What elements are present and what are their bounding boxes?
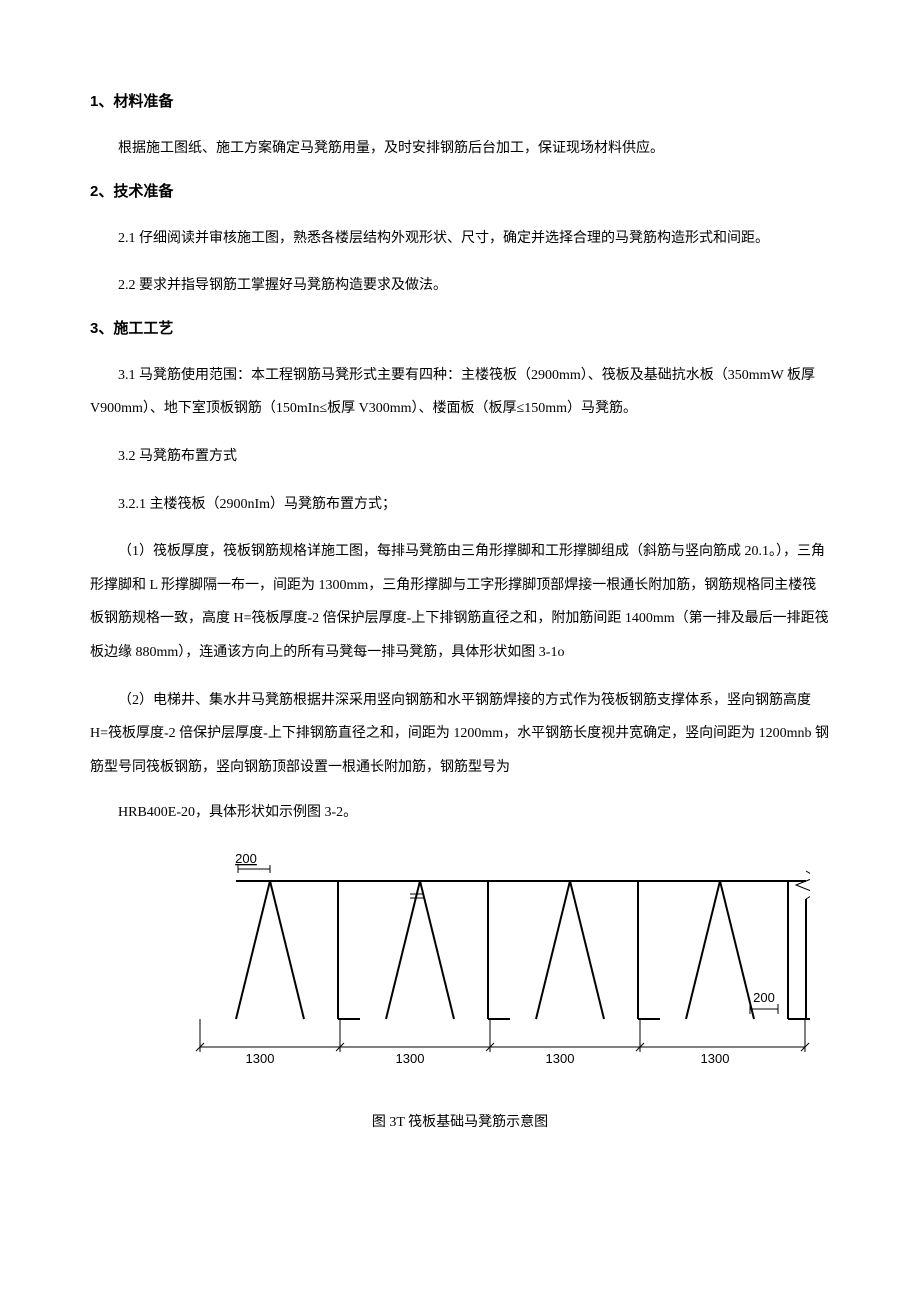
svg-text:1300: 1300 bbox=[396, 1051, 425, 1066]
s3-paragraph-4: （1）筏板厚度，筏板钢筋规格详施工图，每排马凳筋由三角形撑脚和工形撑脚组成（斜筋… bbox=[90, 535, 830, 669]
svg-text:1300: 1300 bbox=[546, 1051, 575, 1066]
s1-paragraph-1: 根据施工图纸、施工方案确定马凳筋用量，及时安排钢筋后台加工，保证现场材料供应。 bbox=[90, 132, 830, 166]
svg-text:200: 200 bbox=[753, 990, 775, 1005]
s3-paragraph-5: （2）电梯井、集水井马凳筋根据井深采用竖向钢筋和水平钢筋焊接的方式作为筏板钢筋支… bbox=[90, 684, 830, 785]
svg-text:1300: 1300 bbox=[246, 1051, 275, 1066]
heading-construction: 3、施工工艺 bbox=[90, 317, 830, 341]
s3-paragraph-1: 3.1 马凳筋使用范围：本工程钢筋马凳形式主要有四种：主楼筏板（2900mm）、… bbox=[90, 359, 830, 426]
s3-paragraph-6: HRB400E-20，具体形状如示例图 3-2。 bbox=[90, 798, 830, 829]
svg-text:1300: 1300 bbox=[701, 1051, 730, 1066]
svg-text:200: 200 bbox=[235, 851, 257, 866]
s3-paragraph-2: 3.2 马凳筋布置方式 bbox=[90, 440, 830, 474]
s2-item-1: 2.1 仔细阅读并审核施工图，熟悉各楼层结构外观形状、尺寸，确定并选择合理的马凳… bbox=[90, 222, 830, 256]
figure-container: 200 200 1300 1300 1300 1300 bbox=[90, 839, 830, 1079]
s2-item-2: 2.2 要求并指导钢筋工掌握好马凳筋构造要求及做法。 bbox=[90, 269, 830, 303]
document-page: 1、材料准备 根据施工图纸、施工方案确定马凳筋用量，及时安排钢筋后台加工，保证现… bbox=[0, 0, 920, 1301]
heading-materials: 1、材料准备 bbox=[90, 90, 830, 114]
raft-foundation-diagram: 200 200 1300 1300 1300 1300 bbox=[110, 839, 810, 1079]
s3-paragraph-3: 3.2.1 主楼筏板（2900nIm）马凳筋布置方式； bbox=[90, 488, 830, 522]
heading-technical: 2、技术准备 bbox=[90, 180, 830, 204]
figure-caption: 图 3T 筏板基础马凳筋示意图 bbox=[90, 1109, 830, 1137]
